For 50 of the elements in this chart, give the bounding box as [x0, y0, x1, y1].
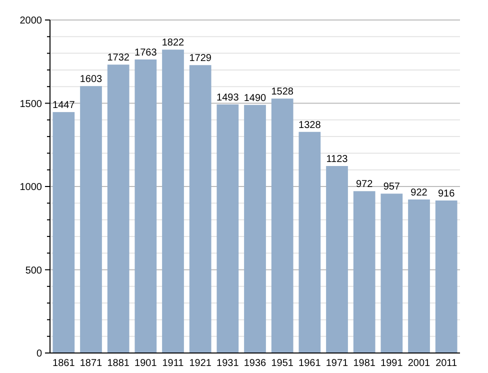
bar	[216, 104, 239, 353]
bar	[326, 166, 348, 353]
bar	[134, 59, 157, 353]
data-label: 1490	[244, 92, 267, 104]
bar	[244, 104, 266, 353]
data-label: 1493	[216, 92, 240, 104]
data-label: 1447	[52, 100, 76, 112]
bar	[162, 50, 184, 353]
data-label: 957	[383, 182, 400, 193]
x-tick-label: 1871	[80, 358, 103, 369]
y-tick-label: 1500	[20, 98, 42, 110]
data-label: 972	[356, 179, 374, 190]
bar	[380, 194, 403, 353]
x-tick-label: 1971	[326, 358, 349, 369]
data-label: 1528	[271, 86, 294, 98]
x-tick-label: 1911	[162, 358, 184, 369]
x-tick-label: 1901	[134, 358, 158, 369]
y-tick-label: 0	[36, 348, 42, 360]
x-tick-label: 1991	[380, 358, 404, 369]
x-tick-label: 1881	[107, 358, 130, 369]
bar	[52, 112, 75, 353]
bar	[107, 64, 130, 353]
x-tick-label: 1951	[271, 358, 294, 369]
x-tick-label: 1921	[189, 358, 212, 369]
x-tick-label: 2011	[436, 358, 458, 369]
bar	[189, 65, 212, 353]
x-tick-label: 2001	[408, 358, 431, 369]
data-label: 1763	[134, 47, 158, 58]
data-label: 916	[438, 188, 456, 200]
data-label: 1822	[162, 38, 185, 49]
data-label: 1123	[326, 154, 348, 166]
bar	[298, 132, 321, 353]
y-tick-label: 500	[25, 265, 42, 276]
data-label: 1732	[107, 52, 130, 64]
bar	[80, 86, 102, 353]
data-label: 1729	[189, 53, 212, 64]
data-label: 1328	[298, 120, 322, 131]
x-tick-label: 1981	[353, 358, 376, 369]
bar	[435, 200, 458, 353]
y-tick-label: 1000	[20, 182, 42, 193]
bar	[271, 98, 294, 353]
data-label: 922	[410, 187, 428, 198]
x-tick-label: 1961	[298, 358, 322, 369]
bar	[408, 199, 430, 353]
x-tick-label: 1861	[52, 358, 76, 369]
x-tick-label: 1931	[216, 358, 240, 369]
x-tick-label: 1936	[244, 358, 267, 369]
data-label: 1603	[80, 74, 103, 86]
bar	[353, 191, 376, 353]
y-tick-label: 2000	[20, 16, 42, 26]
